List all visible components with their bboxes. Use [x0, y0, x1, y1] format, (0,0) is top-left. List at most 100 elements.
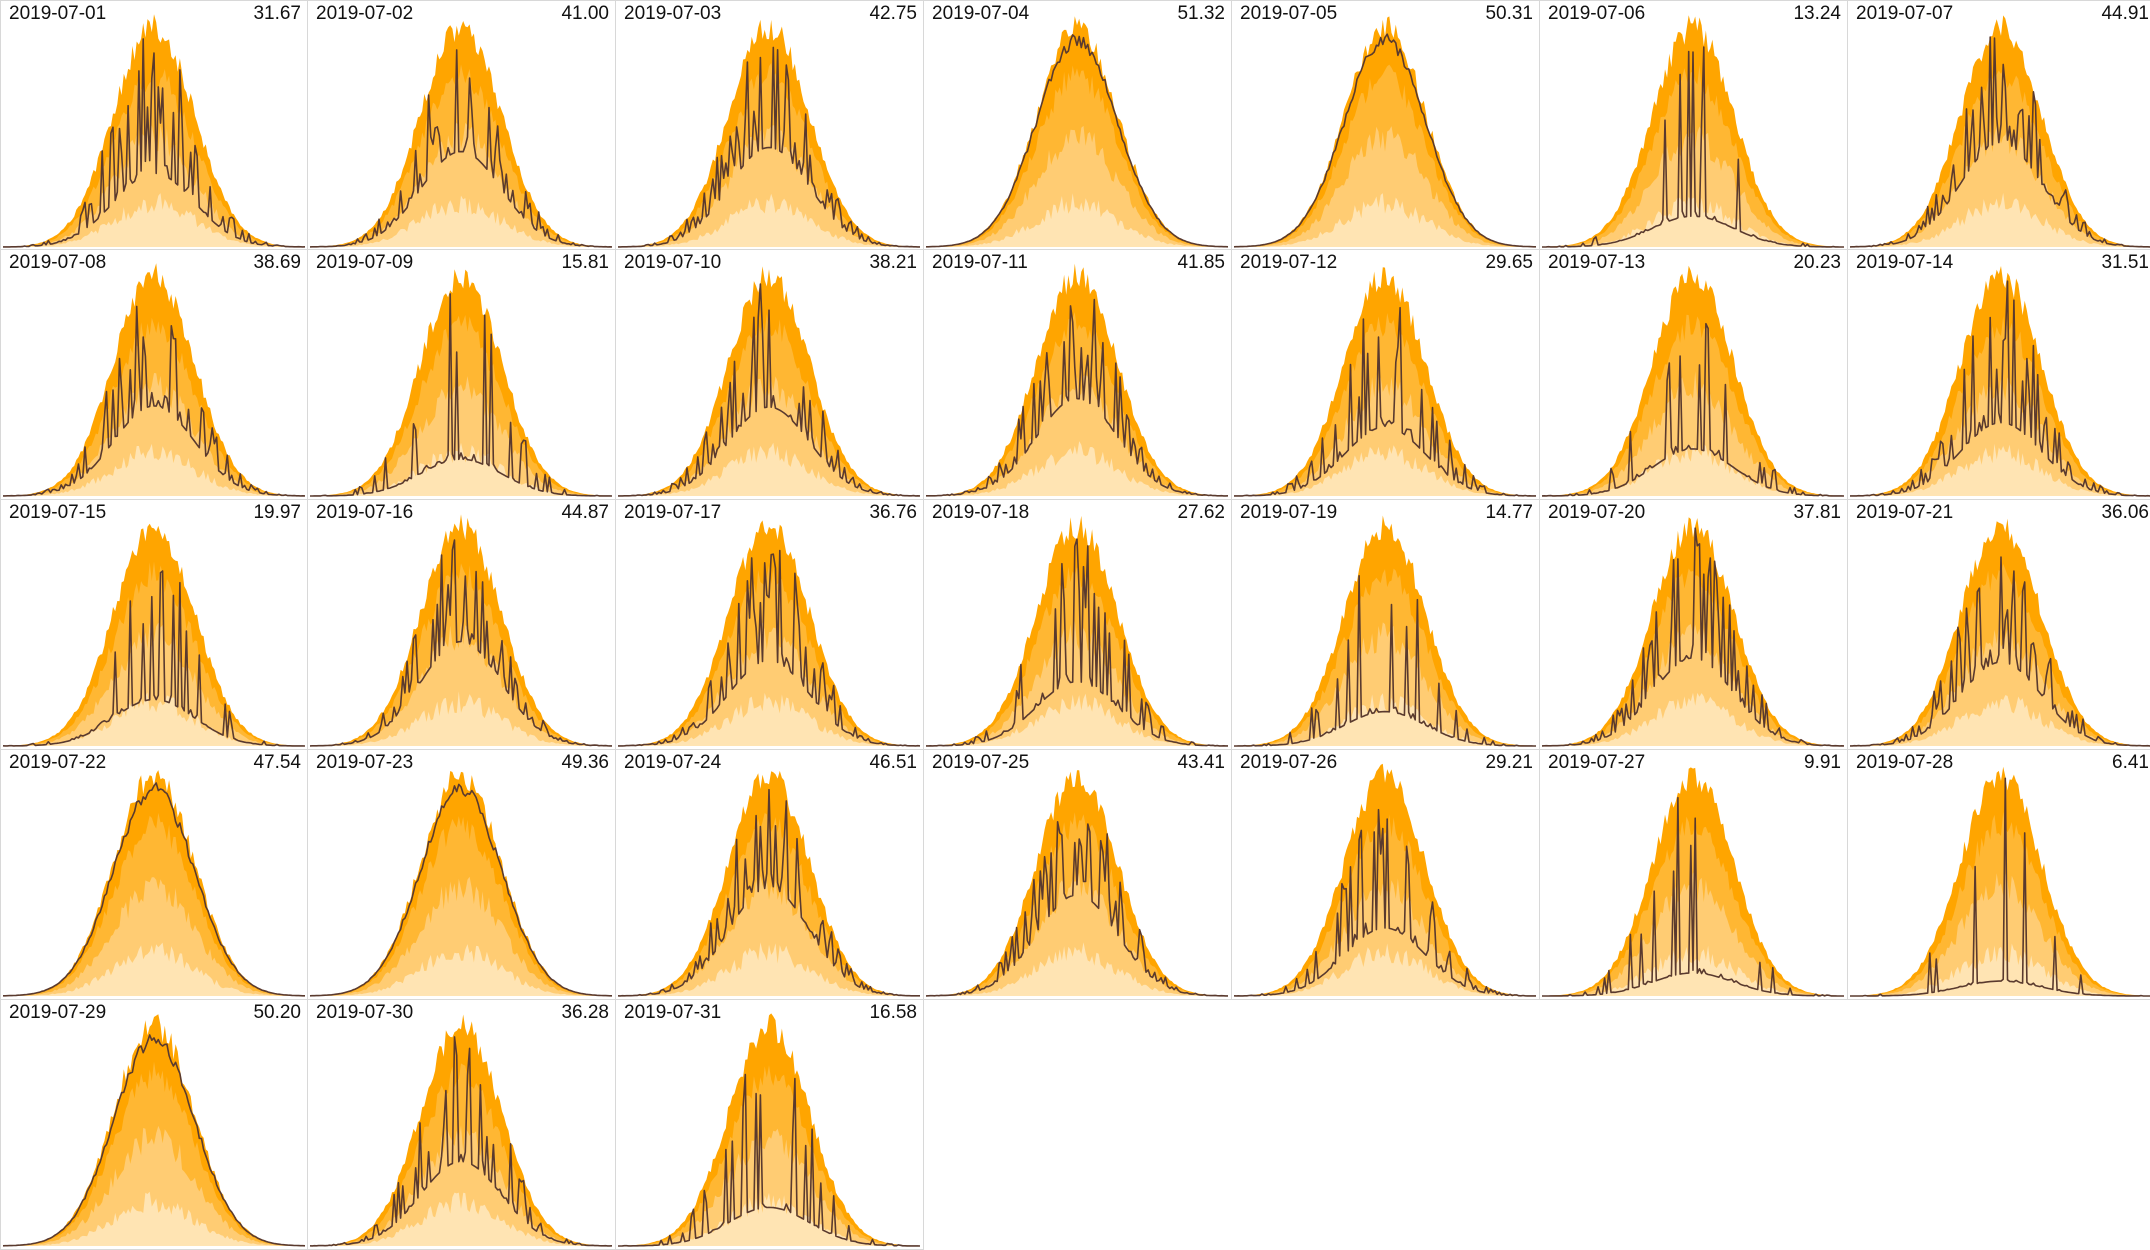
band-mid-area [1542, 371, 1844, 496]
panel-plot [618, 1013, 921, 1247]
actual-production-line [617, 788, 920, 997]
actual-production-line [309, 49, 613, 248]
panel-plot [1541, 517, 1845, 747]
band-low-area [1542, 692, 1844, 746]
panel-plot [1541, 265, 1845, 497]
panel-2019-07-03: 2019-07-03 42.75 [616, 0, 924, 250]
band-low-area [1850, 943, 2150, 996]
band-mid-area [1850, 625, 2150, 746]
panel-total-label: 47.54 [253, 752, 301, 773]
panel-total-label: 49.36 [561, 752, 609, 773]
band-low-area [926, 942, 1228, 996]
band-mid-area [618, 125, 920, 247]
band-low-area [618, 942, 920, 996]
band-low-area [3, 692, 305, 746]
band-low-area [1850, 192, 2150, 247]
band-low-area [3, 443, 305, 496]
band-mid-area [1234, 374, 1536, 496]
panel-date-label: 2019-07-26 [1240, 752, 1338, 773]
panel-total-label: 15.81 [561, 252, 609, 273]
panel-plot [617, 770, 920, 997]
band-low-area [310, 1192, 612, 1246]
band-mid-area [618, 1124, 920, 1246]
actual-production-line [1233, 808, 1536, 997]
band-low-area [3, 942, 305, 996]
panel-plot [1233, 763, 1536, 997]
panel-2019-07-09: 2019-07-09 15.81 [308, 250, 616, 500]
panel-plot [310, 269, 613, 497]
panel-date-label: 2019-07-09 [316, 252, 414, 273]
panel-date-label: 2019-07-07 [1856, 3, 1954, 24]
band-low-area [3, 193, 305, 247]
band-mid-area [618, 376, 920, 496]
panel-total-label: 29.65 [1485, 252, 1533, 273]
panel-total-label: 36.28 [561, 1002, 609, 1023]
band-mid-area [1542, 126, 1844, 247]
panel-2019-07-15: 2019-07-15 19.97 [0, 500, 308, 750]
panel-total-label: 41.00 [561, 3, 609, 24]
panel-2019-07-26: 2019-07-26 29.21 [1232, 750, 1540, 1000]
panel-date-label: 2019-07-23 [316, 752, 414, 773]
panel-total-label: 19.97 [253, 502, 301, 523]
panel-plot [309, 1014, 613, 1247]
panel-2019-07-08: 2019-07-08 38.69 [0, 250, 308, 500]
band-low-area [1234, 693, 1536, 746]
band-low-area [618, 193, 920, 247]
band-mid-area [926, 872, 1228, 996]
panel-2019-07-21: 2019-07-21 36.06 [1848, 500, 2150, 750]
panel-plot [1233, 16, 1536, 248]
panel-plot [926, 515, 1228, 747]
panel-date-label: 2019-07-27 [1548, 752, 1646, 773]
band-low-area [1542, 443, 1844, 496]
band-low-area [1850, 695, 2150, 746]
panel-date-label: 2019-07-08 [9, 252, 107, 273]
panel-total-label: 31.67 [253, 3, 301, 24]
panel-2019-07-04: 2019-07-04 51.32 [924, 0, 1232, 250]
band-low-area [310, 944, 612, 996]
panel-2019-07-05: 2019-07-05 50.31 [1232, 0, 1540, 250]
band-mid-area [1234, 878, 1536, 996]
actual-production-line [3, 38, 306, 248]
panel-total-label: 51.32 [1177, 3, 1225, 24]
panel-2019-07-01: 2019-07-01 31.67 [0, 0, 308, 250]
panel-2019-07-24: 2019-07-24 46.51 [616, 750, 924, 1000]
actual-production-line [926, 298, 1229, 497]
panel-total-label: 41.85 [1177, 252, 1225, 273]
panel-date-label: 2019-07-25 [932, 752, 1030, 773]
panel-date-label: 2019-07-05 [1240, 3, 1338, 24]
panel-plot [925, 770, 1228, 997]
band-low-area [1234, 193, 1536, 247]
actual-production-line [1234, 575, 1536, 747]
panel-plot [1542, 767, 1844, 997]
panel-total-label: 37.81 [1793, 502, 1841, 523]
band-mid-area [1850, 377, 2150, 496]
panel-total-label: 6.41 [2112, 752, 2149, 773]
actual-production-line [310, 293, 613, 497]
panel-plot [3, 263, 306, 497]
actual-production-line [309, 783, 612, 997]
band-mid-area [3, 124, 305, 247]
band-mid-area [310, 122, 612, 247]
panel-date-label: 2019-07-11 [932, 252, 1028, 273]
band-low-area [926, 193, 1228, 247]
actual-production-line [1234, 306, 1536, 497]
actual-production-line [1542, 46, 1844, 248]
actual-production-line [618, 46, 920, 248]
panel-2019-07-20: 2019-07-20 37.81 [1540, 500, 1848, 750]
panel-2019-07-07: 2019-07-07 44.91 [1848, 0, 2150, 250]
panel-plot [1849, 15, 2150, 248]
panel-plot [1234, 515, 1536, 747]
band-low-area [3, 1191, 305, 1246]
panel-2019-07-23: 2019-07-23 49.36 [308, 750, 616, 1000]
panel-plot [2, 1014, 306, 1247]
panel-2019-07-11: 2019-07-11 41.85 [924, 250, 1232, 500]
band-mid-area [1850, 125, 2150, 247]
actual-production-line [1542, 796, 1844, 997]
panel-date-label: 2019-07-15 [9, 502, 107, 523]
panel-date-label: 2019-07-10 [624, 252, 722, 273]
panel-date-label: 2019-07-24 [624, 752, 722, 773]
band-low-area [310, 691, 612, 746]
panel-date-label: 2019-07-18 [932, 502, 1030, 523]
panel-2019-07-13: 2019-07-13 20.23 [1540, 250, 1848, 500]
